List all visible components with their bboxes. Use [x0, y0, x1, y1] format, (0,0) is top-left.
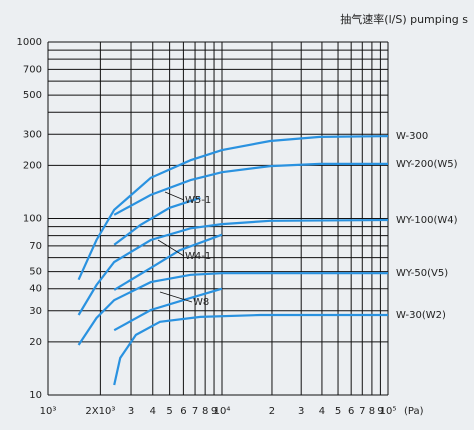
y-tick-label: 10 [29, 390, 42, 401]
chart-title: 抽气速率(l/S) pumping s [340, 12, 468, 26]
series-line [77, 135, 389, 281]
leader-line [159, 291, 193, 303]
leader-line [157, 239, 185, 257]
y-tick-label: 100 [23, 214, 42, 225]
y-tick-label: 40 [29, 284, 42, 295]
x-tick-label: 9 [211, 406, 217, 417]
series-line [77, 272, 388, 346]
x-tick-label: 9 [377, 406, 383, 417]
x-tick-label: 6 [348, 406, 354, 417]
y-tick-label: 1000 [17, 37, 42, 48]
series-annotation: W5-1 [185, 195, 211, 206]
y-tick-label: 30 [29, 306, 42, 317]
y-tick-label: 700 [23, 64, 42, 75]
y-tick-label: 70 [29, 241, 42, 252]
x-tick-label: 5 [166, 406, 172, 417]
y-tick-label: 50 [29, 267, 42, 278]
series-line [77, 218, 389, 316]
x-tick-label: 6 [180, 406, 186, 417]
series-line [113, 162, 388, 216]
y-tick-label: 500 [23, 90, 42, 101]
x-tick-label: 8 [202, 406, 208, 417]
series-label: WY-50(V5) [396, 268, 448, 279]
series-annotation: W8 [193, 297, 209, 308]
x-tick-label: 2X10³ [85, 406, 115, 417]
x-tick-label: 5 [335, 406, 341, 417]
series-label: WY-200(W5) [396, 159, 458, 170]
leader-line [164, 191, 185, 201]
x-tick-label: 10³ [40, 406, 57, 417]
x-tick-label: 8 [369, 406, 375, 417]
y-tick-label: 300 [23, 129, 42, 140]
series-annotation: W4-1 [185, 251, 211, 262]
y-tick-label: 20 [29, 337, 42, 348]
x-tick-label: 2 [269, 406, 275, 417]
x-tick-label: 4 [319, 406, 325, 417]
series-line [113, 287, 223, 332]
x-tick-label: 7 [192, 406, 198, 417]
series-line [113, 196, 201, 246]
x-tick-label: 4 [150, 406, 156, 417]
series-line [113, 313, 388, 386]
x-tick-label: 7 [359, 406, 365, 417]
series-label: W-30(W2) [396, 310, 446, 321]
x-tick-label: 3 [128, 406, 134, 417]
series-line [113, 233, 223, 291]
x-tick-label: 10⁴ [214, 406, 231, 417]
x-axis-label: (Pa) [404, 406, 424, 417]
x-tick-label: 3 [298, 406, 304, 417]
y-tick-label: 200 [23, 160, 42, 171]
series-label: W-300 [396, 131, 428, 142]
x-tick-label: 10⁵ [380, 406, 397, 417]
series-label: WY-100(W4) [396, 215, 458, 226]
